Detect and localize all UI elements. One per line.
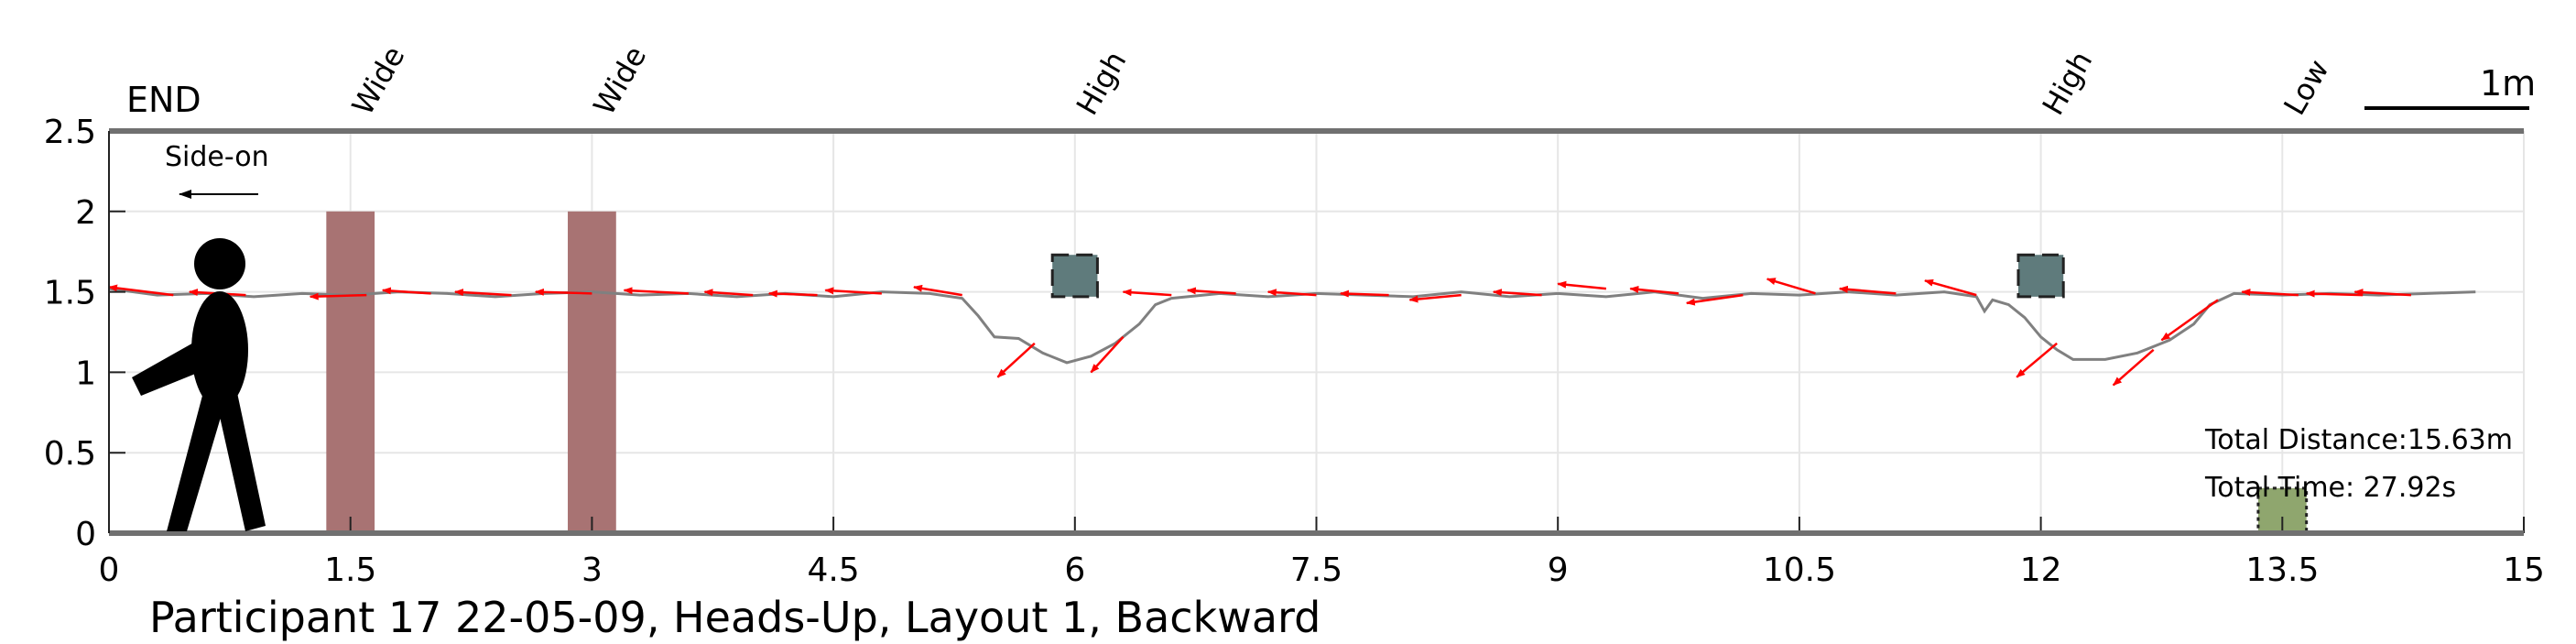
heading-arrow (2016, 342, 2058, 378)
grid (108, 130, 2525, 534)
obstacles (326, 211, 2309, 535)
x-tick-label: 12 (2020, 551, 2062, 589)
heading-arrow (2241, 289, 2299, 297)
heading-arrow (1557, 280, 1607, 290)
y-tick-label: 2.5 (44, 114, 96, 151)
heading-arrow (309, 292, 367, 300)
heading-arrow (1492, 289, 1542, 297)
walker-figure-icon (132, 238, 266, 531)
heading-arrow (1629, 286, 1679, 295)
heading-arrow (1339, 289, 1389, 298)
x-tick-label: 13.5 (2245, 551, 2319, 589)
end-label: END (126, 80, 201, 120)
labels: END Side-on 1m Total Distance:15.63m Tot… (126, 63, 2536, 642)
series-layer (108, 287, 2476, 365)
x-tick-label: 6 (1064, 551, 1085, 589)
obstacle-label: Wide (586, 40, 653, 121)
chart-title: Participant 17 22-05-09, Heads-Up, Layou… (149, 593, 1321, 642)
x-tick-label: 4.5 (807, 551, 859, 589)
direction-arrows (108, 278, 2412, 387)
heading-arrow (1685, 293, 1744, 306)
heading-arrow (453, 289, 512, 297)
heading-arrow (996, 342, 1036, 378)
x-tick-label: 3 (582, 551, 603, 589)
x-tick-label: 1.5 (324, 551, 376, 589)
total-time: Total Time: 27.92s (2204, 472, 2456, 504)
heading-arrow (1924, 278, 1977, 297)
x-tick-label: 10.5 (1763, 551, 1836, 589)
obstacle-label: High (2036, 45, 2100, 121)
heading-arrow (381, 287, 431, 295)
x-tick-label: 0 (99, 551, 120, 589)
y-tick-label: 0 (75, 516, 96, 553)
obstacle-label: Low (2277, 53, 2335, 121)
heading-arrow (1122, 289, 1172, 297)
heading-arrow (1266, 289, 1317, 297)
heading-arrow (108, 284, 174, 297)
heading-arrow (913, 284, 962, 297)
heading-arrow (1186, 287, 1236, 295)
heading-arrow (1766, 278, 1816, 295)
heading-arrow (703, 289, 754, 297)
heading-arrow (2353, 289, 2412, 297)
heading-arrow (534, 288, 592, 296)
x-tick-label: 7.5 (1290, 551, 1342, 589)
heading-arrow (2160, 299, 2219, 342)
x-tick-label: 15 (2503, 551, 2545, 589)
heading-arrow (2112, 348, 2155, 387)
obstacle-wide (326, 211, 375, 534)
heading-arrow (824, 287, 882, 295)
direction-label: Side-on (165, 141, 269, 173)
y-tick-label: 1 (75, 355, 96, 392)
y-tick-label: 2 (75, 194, 96, 232)
x-tick-label: 9 (1548, 551, 1569, 589)
heading-arrow (1838, 285, 1897, 295)
obstacle-label: High (1070, 45, 1134, 121)
heading-arrow (767, 289, 818, 298)
heading-arrow (623, 287, 689, 295)
obstacle-label: Wide (345, 40, 412, 121)
obstacle-wide (568, 211, 616, 534)
y-tick-label: 0.5 (44, 435, 96, 473)
scale-label: 1m (2480, 63, 2536, 104)
axes: 0 1.5 3 4.5 6 7.5 9 10.5 12 13.5 15 0 0.5 1 1.5 2 2.5 Wid… (44, 40, 2545, 589)
heading-arrow (2305, 289, 2364, 298)
total-distance: Total Distance:15.63m (2204, 424, 2513, 456)
obstacle-high (1050, 253, 1099, 299)
obstacle-high (2016, 253, 2065, 299)
heading-arrow (1408, 293, 1462, 303)
trajectory-line (108, 287, 2476, 365)
y-tick-label: 1.5 (44, 275, 96, 312)
heading-arrow (1090, 335, 1125, 374)
